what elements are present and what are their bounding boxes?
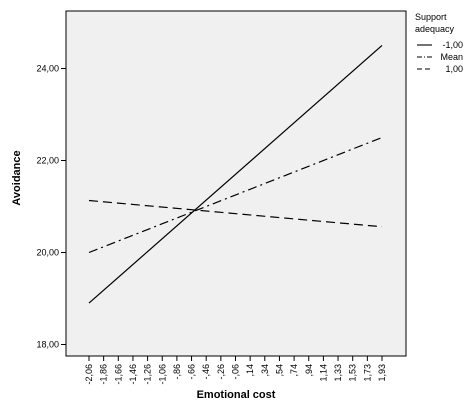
x-tick-label: ,94 [304,364,314,377]
x-axis: -2,06 -1,86 -1,66 -1,46 -1,26 -1,06 -,86 -,66 -,… [84,356,387,385]
plot-area [65,10,407,357]
x-tick-label: ,34 [260,364,270,377]
legend: Support adequacy -1,00 Mean 1,00 [415,12,463,74]
series-line-dashed [88,199,383,228]
legend-label: 1,00 [445,64,463,74]
legend-entries: -1,00 Mean 1,00 [417,40,463,74]
x-tick-label: -2,06 [84,364,94,385]
x-tick-label: ,74 [289,364,299,377]
series-line-solid [88,45,383,304]
x-tick-label: -1,06 [157,364,167,385]
x-tick-label: -,66 [187,364,197,380]
x-tick-label: -1,26 [143,364,153,385]
x-tick-label: 1,14 [318,364,328,382]
y-tick-label: 18,00 [36,340,59,350]
y-tick-label: 22,00 [36,156,59,166]
x-tick-label: 1,33 [333,364,343,382]
x-tick-label: -,26 [216,364,226,380]
y-axis: 18,00 20,00 22,00 24,00 [36,64,66,350]
x-tick-label: 1,53 [348,364,358,382]
x-tick-label: 1,73 [362,364,372,382]
x-tick-label: ,54 [274,364,284,377]
series-line-dash-dot [88,136,383,254]
y-axis-title: Avoidance [11,150,23,205]
x-tick-label: 1,93 [377,364,387,382]
series-group [88,45,383,304]
x-tick-label: -1,66 [113,364,123,385]
x-tick-label: -1,86 [99,364,109,385]
legend-label: Mean [440,52,463,62]
x-tick-label: -,86 [172,364,182,380]
x-tick-label: ,14 [245,364,255,377]
legend-title-line-1: Support [415,12,447,22]
legend-label: -1,00 [442,40,463,50]
x-tick-label: -1,46 [128,364,138,385]
y-tick-label: 20,00 [36,248,59,258]
x-tick-label: -,06 [231,364,241,380]
y-tick-label: 24,00 [36,64,59,74]
legend-title-line-2: adequacy [415,24,455,34]
x-axis-title: Emotional cost [197,389,276,401]
x-tick-label: -,46 [201,364,211,380]
